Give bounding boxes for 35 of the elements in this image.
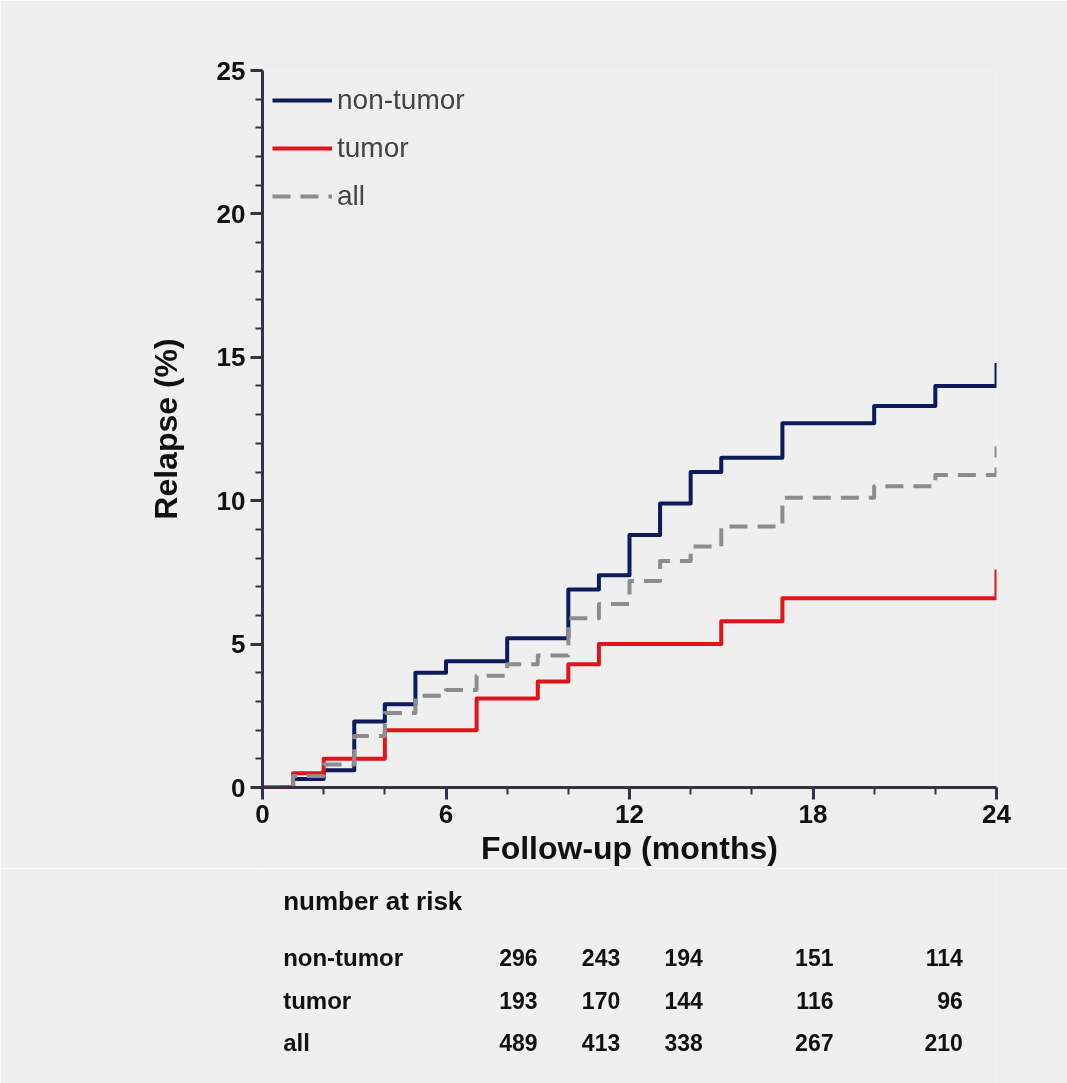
text: 151	[795, 945, 834, 971]
y-tick-label: 25	[216, 55, 246, 86]
text: tumor	[283, 986, 352, 1014]
text: 193	[499, 987, 538, 1014]
x-tick-label: 12	[615, 798, 644, 829]
text: non-tumor	[283, 944, 404, 971]
text: all	[283, 1029, 310, 1056]
text: 267	[795, 1030, 834, 1056]
text: 296	[499, 945, 538, 971]
x-tick-label: 0	[255, 798, 270, 829]
text: 170	[581, 987, 621, 1014]
y-tick-label: 15	[216, 342, 246, 373]
x-axis-title: Follow-up (months)	[481, 829, 778, 866]
text: 413	[581, 1030, 621, 1056]
y-tick-label: 5	[231, 629, 246, 660]
y-tick-label: 10	[216, 485, 246, 516]
text: 96	[937, 987, 963, 1014]
legend-label: tumor	[337, 131, 409, 165]
y-tick-label: 20	[216, 198, 246, 229]
text: 116	[796, 987, 834, 1014]
text: number at risk	[283, 885, 463, 916]
text: 243	[581, 945, 621, 971]
text: 194	[664, 945, 703, 971]
text: 114	[925, 945, 963, 971]
x-tick-label: 18	[798, 798, 828, 829]
text: 144	[664, 987, 703, 1014]
text: 489	[499, 1030, 538, 1056]
y-axis-title: Relapse (%)	[147, 338, 184, 520]
y-tick-label: 0	[231, 772, 246, 803]
legend-label: non-tumor	[337, 83, 465, 117]
text: 210	[924, 1030, 963, 1056]
x-tick-label: 24	[982, 798, 1012, 829]
legend-label: all	[337, 179, 366, 213]
text: 338	[664, 1030, 703, 1056]
x-tick-label: 6	[438, 798, 454, 829]
